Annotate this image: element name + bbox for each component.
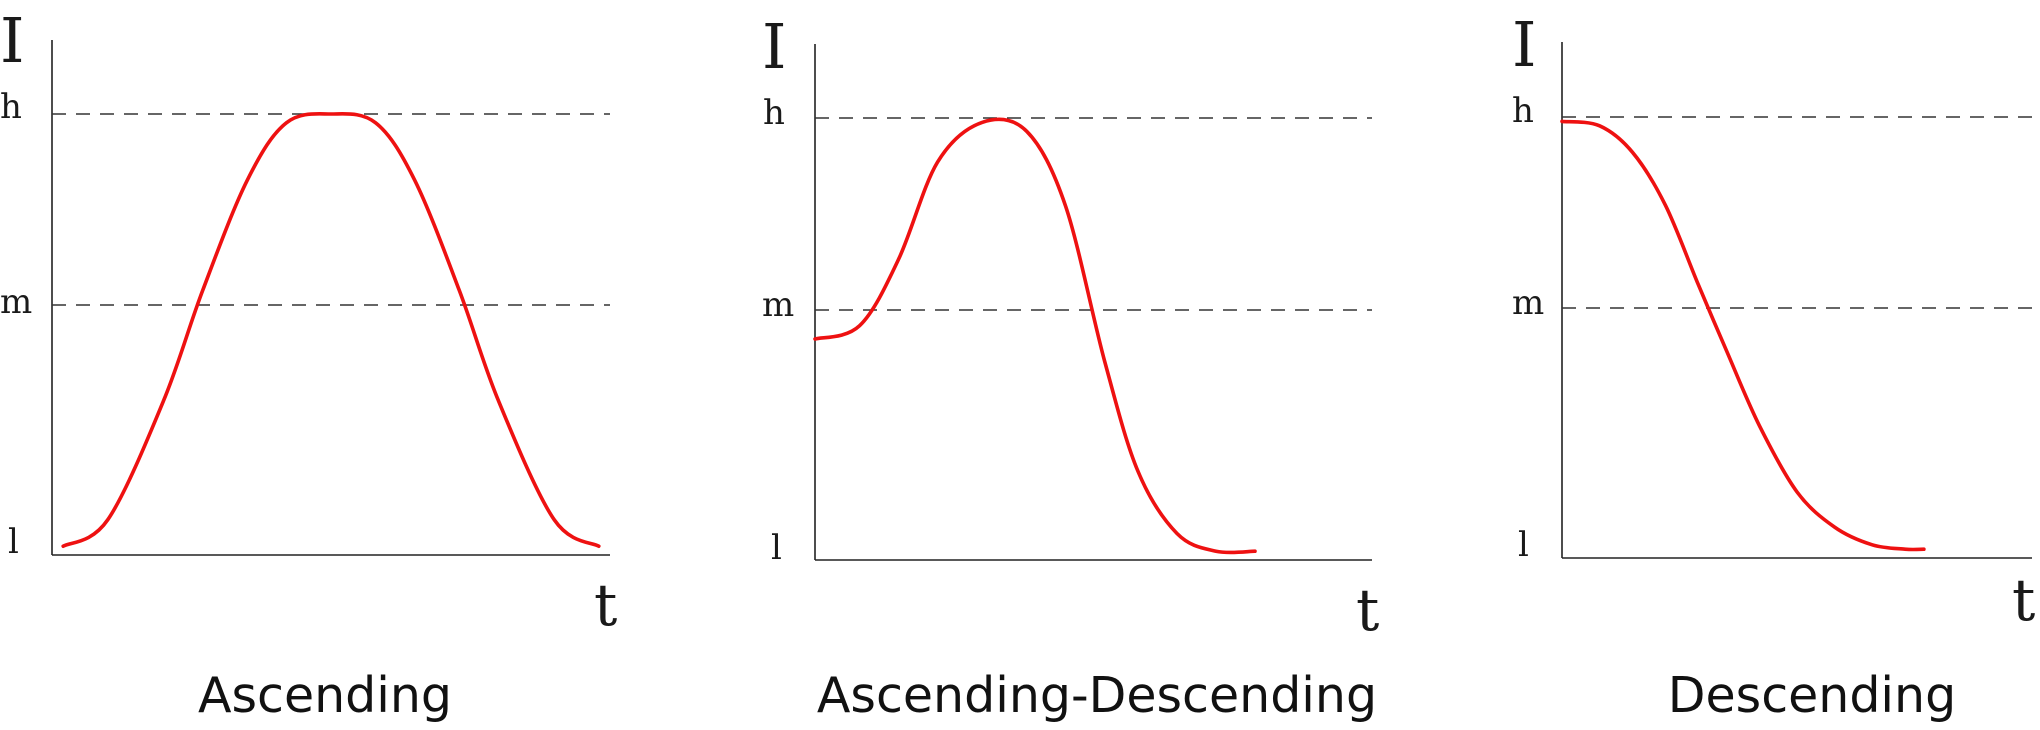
y-axis-label: I bbox=[0, 4, 25, 77]
chart-title: Ascending-Descending bbox=[817, 667, 1377, 724]
tick-label-m: m bbox=[1512, 283, 1544, 323]
y-axis-label: I bbox=[762, 10, 787, 83]
series-curve bbox=[813, 117, 1257, 555]
tick-label-l: l bbox=[1518, 525, 1529, 565]
series-curve bbox=[61, 112, 601, 548]
tick-label-h: h bbox=[0, 87, 22, 127]
chart-descending: I h m l t Descending bbox=[1512, 8, 2035, 724]
tick-label-m: m bbox=[762, 285, 794, 325]
x-axis-label: t bbox=[2012, 566, 2035, 634]
tick-label-l: l bbox=[771, 528, 782, 568]
tick-label-m: m bbox=[0, 282, 32, 322]
tick-label-h: h bbox=[763, 93, 785, 133]
chart-title: Ascending bbox=[198, 667, 452, 724]
x-axis-label: t bbox=[594, 571, 617, 639]
chart-ascending-descending: I h m l t Ascending-Descending bbox=[762, 10, 1379, 724]
tick-label-h: h bbox=[1512, 91, 1534, 131]
x-axis-label: t bbox=[1356, 576, 1379, 644]
chart-ascending: I h m l t Ascending bbox=[0, 4, 617, 724]
chart-title: Descending bbox=[1668, 667, 1956, 724]
tick-label-l: l bbox=[8, 522, 19, 562]
series-curve bbox=[1560, 119, 1926, 552]
y-axis-label: I bbox=[1512, 8, 1537, 81]
